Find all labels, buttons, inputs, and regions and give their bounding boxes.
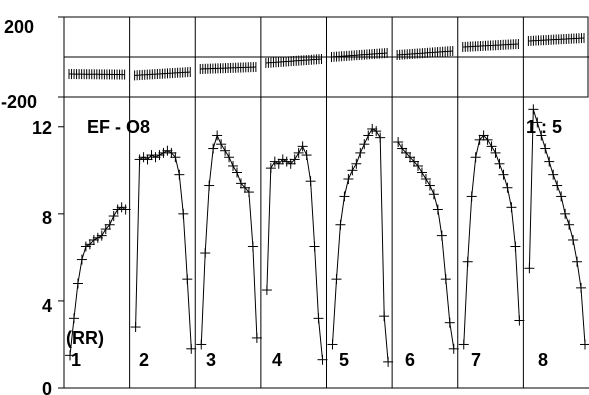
top-series-segment	[528, 37, 585, 42]
segment-label: 8	[538, 350, 548, 370]
top-series-segment	[134, 71, 191, 76]
segment-label: 4	[272, 350, 282, 370]
top-series-segment	[462, 43, 519, 48]
bottom-series-segment	[200, 134, 258, 345]
bottom-y-tick-8: 8	[42, 208, 52, 228]
segment-label: 5	[339, 350, 349, 370]
bottom-series-segment	[397, 141, 455, 349]
corner-annotation: 1 : 5	[526, 117, 562, 137]
bottom-series-segment	[135, 150, 192, 349]
top-y-tick-minus200: -200	[1, 92, 37, 112]
top-series-segment	[331, 52, 388, 58]
bottom-panel	[58, 97, 589, 389]
top-y-tick-200: 200	[4, 17, 34, 37]
segment-label: 3	[206, 350, 216, 370]
segment-labels: 1 2 3 4 5 6 7 8	[71, 350, 548, 370]
bottom-series-segment	[69, 206, 126, 356]
segment-label: 7	[471, 350, 481, 370]
segment-label: 1	[71, 350, 81, 370]
top-series-segment	[265, 58, 322, 64]
bottom-series-segment	[528, 109, 586, 345]
bottom-series-segment	[266, 145, 323, 360]
top-series-segment	[200, 66, 256, 70]
top-panel	[58, 16, 589, 98]
bottom-series-segment	[463, 134, 520, 345]
bottom-y-tick-0: 0	[42, 379, 52, 395]
axis-tag: (RR)	[66, 328, 104, 348]
top-series-segment	[69, 73, 125, 76]
chart-title: EF - O8	[87, 117, 150, 137]
segment-label: 6	[405, 350, 415, 370]
top-series-segment	[397, 50, 453, 56]
bottom-series-segment	[332, 128, 389, 362]
bottom-y-tick-4: 4	[42, 296, 52, 316]
segment-label: 2	[139, 350, 149, 370]
bottom-y-tick-12: 12	[32, 118, 52, 138]
